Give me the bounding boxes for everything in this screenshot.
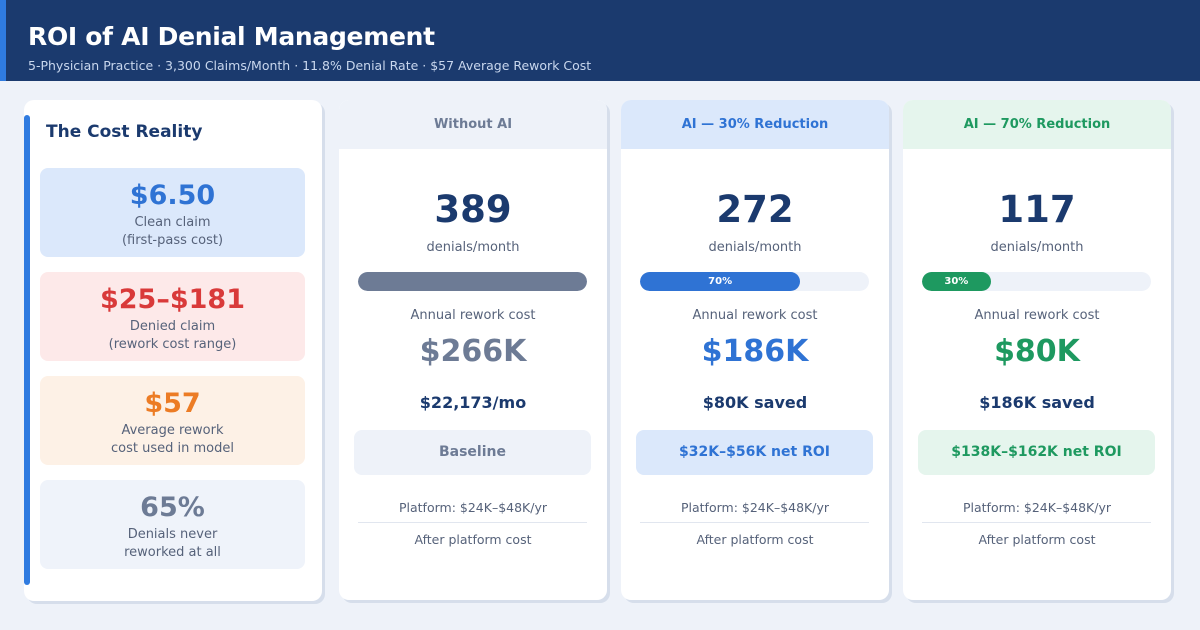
denial-progress-label: 30%	[944, 276, 969, 287]
stat-label: Denials never	[127, 527, 218, 542]
denial-progress-label	[358, 272, 587, 291]
annual-cost-label: Annual rework cost	[692, 308, 818, 323]
page-subtitle: 5-Physician Practice · 3,300 Claims/Mont…	[28, 58, 592, 73]
secondary-value: $186K saved	[979, 393, 1095, 412]
panel-accent-bar	[24, 115, 30, 585]
denials-count: 117	[998, 188, 1076, 231]
scenario-card-without-ai: Without AI 389 denials/month Annual rewo…	[339, 100, 607, 600]
stat-sublabel: cost used in model	[111, 441, 234, 456]
after-platform-note: After platform cost	[696, 532, 814, 547]
annual-cost-value: $266K	[419, 334, 527, 369]
stat-clean-claim: $6.50 Clean claim (first-pass cost)	[40, 168, 305, 257]
after-platform-note: After platform cost	[978, 532, 1096, 547]
denials-unit: denials/month	[708, 240, 802, 255]
stat-value: $57	[144, 388, 201, 419]
denials-unit: denials/month	[990, 240, 1084, 255]
denials-count: 272	[716, 188, 794, 231]
cost-reality-panel: The Cost Reality $6.50 Clean claim (firs…	[24, 100, 322, 601]
stat-value: 65%	[140, 492, 205, 523]
scenario-card-ai-30: AI — 30% Reduction 272 denials/month 70%…	[621, 100, 889, 600]
secondary-value: $80K saved	[702, 393, 808, 412]
after-platform-note: After platform cost	[414, 532, 532, 547]
denial-progress-fill	[640, 272, 801, 291]
denial-progress-track	[358, 272, 587, 291]
denials-unit: denials/month	[426, 240, 520, 255]
scenario-heading: AI — 70% Reduction	[903, 100, 1171, 149]
roi-badge: $138K–$162K net ROI	[918, 430, 1155, 475]
annual-cost-value: $80K	[994, 334, 1080, 369]
page-title: ROI of AI Denial Management	[28, 22, 435, 51]
cost-reality-title: The Cost Reality	[46, 122, 203, 142]
stat-label: Average rework	[121, 423, 224, 438]
scenario-heading: Without AI	[339, 100, 607, 149]
annual-cost-label: Annual rework cost	[410, 308, 536, 323]
roi-badge: Baseline	[354, 430, 591, 475]
stat-label: Clean claim	[134, 215, 211, 230]
platform-cost: Platform: $24K–$48K/yr	[680, 500, 829, 515]
header-accent-bar	[0, 0, 6, 81]
stat-value: $25–$181	[99, 284, 245, 315]
platform-cost: Platform: $24K–$48K/yr	[962, 500, 1111, 515]
stat-value: $6.50	[129, 180, 216, 211]
denial-progress-track: 30%	[922, 272, 1151, 291]
divider	[640, 522, 869, 523]
stat-label: Denied claim	[129, 319, 216, 334]
divider	[358, 522, 587, 523]
platform-cost: Platform: $24K–$48K/yr	[398, 500, 547, 515]
scenario-card-ai-70: AI — 70% Reduction 117 denials/month 30%…	[903, 100, 1171, 600]
stat-sublabel: (first-pass cost)	[121, 233, 224, 248]
stat-sublabel: reworked at all	[124, 545, 221, 560]
denial-progress-fill	[922, 272, 991, 291]
stat-denied-claim: $25–$181 Denied claim (rework cost range…	[40, 272, 305, 361]
denials-count: 389	[434, 188, 512, 231]
header: ROI of AI Denial Management 5-Physician …	[0, 0, 1200, 81]
stat-never-reworked: 65% Denials never reworked at all	[40, 480, 305, 569]
denial-progress-fill	[358, 272, 587, 291]
secondary-value: $22,173/mo	[419, 393, 527, 412]
roi-badge: $32K–$56K net ROI	[636, 430, 873, 475]
stat-sublabel: (rework cost range)	[108, 337, 237, 352]
scenario-heading: AI — 30% Reduction	[621, 100, 889, 149]
annual-cost-label: Annual rework cost	[974, 308, 1100, 323]
stat-average-rework: $57 Average rework cost used in model	[40, 376, 305, 465]
divider	[922, 522, 1151, 523]
annual-cost-value: $186K	[701, 334, 809, 369]
denial-progress-label: 70%	[708, 276, 733, 287]
denial-progress-track: 70%	[640, 272, 869, 291]
